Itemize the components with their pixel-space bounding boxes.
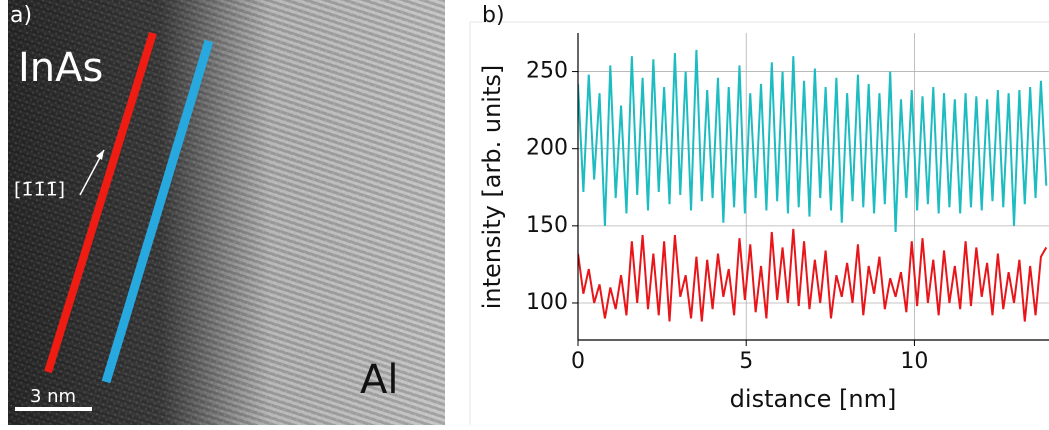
panel-label: a) [10, 3, 32, 28]
texture [8, 0, 445, 425]
y-tick-label: 150 [526, 213, 568, 238]
x-tick-label: 5 [739, 349, 753, 374]
tem-image: a) InAs [1̄1̄1̄] 3 nm Al [8, 0, 445, 425]
material-label: InAs [18, 45, 103, 91]
y-axis-label: intensity [arb. units] [478, 65, 506, 309]
arrow-head [96, 150, 104, 160]
x-axis-label: distance [nm] [730, 385, 897, 413]
y-tick-label: 200 [526, 136, 568, 161]
x-tick-label: 0 [571, 349, 585, 374]
data-line [578, 49, 1048, 233]
x-tick-label: 10 [900, 349, 928, 374]
panel-label: b) [482, 3, 505, 28]
material-label: Al [360, 357, 398, 403]
blue-profile-line [101, 39, 214, 384]
direction-label: [1̄1̄1̄] [14, 179, 65, 201]
y-tick-label: 100 [526, 290, 568, 315]
y-tick-label: 250 [526, 59, 568, 84]
scale-label: 3 nm [30, 386, 76, 407]
red-profile-line [44, 31, 157, 374]
data-line [578, 228, 1048, 322]
plot: 100 150 200 250 0 5 10 [526, 33, 1049, 374]
